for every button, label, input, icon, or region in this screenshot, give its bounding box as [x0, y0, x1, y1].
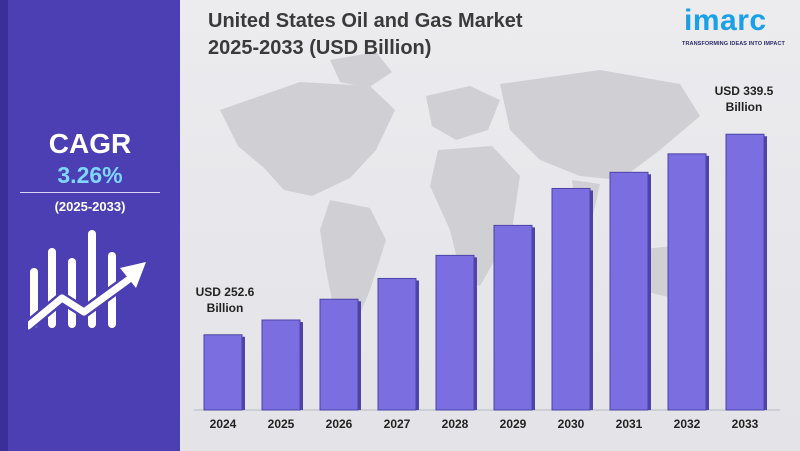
bar-2031 [609, 171, 651, 411]
panel-stripe [0, 0, 8, 451]
bar-2025 [261, 319, 303, 411]
growth-chart-icon [28, 230, 146, 332]
x-tick-label: 2033 [732, 417, 759, 431]
bar-2032 [667, 153, 709, 411]
bar-rect [493, 224, 533, 411]
bar-rect [319, 298, 359, 411]
imarc-logo: imarc TRANSFORMING IDEAS INTO IMPACT [660, 2, 800, 52]
title-line-1: United States Oil and Gas Market [208, 10, 523, 32]
cagr-value: 3.26% [57, 162, 123, 188]
x-tick-label: 2026 [326, 417, 353, 431]
end-value-line-1: USD 339.5 [714, 84, 774, 98]
bar-chart: 2024 2025 2026 2027 2028 2029 2030 2031 2032 2033 [194, 133, 780, 431]
bar-2030 [551, 187, 593, 411]
x-tick-label: 2029 [500, 417, 527, 431]
cagr-label: CAGR [48, 128, 132, 159]
chart-title: United States Oil and Gas Market 2025-20… [208, 8, 628, 62]
bar-2026 [319, 298, 361, 411]
logo-wordmark: imarc [684, 4, 767, 37]
start-value-line-1: USD 252.6 [195, 285, 255, 299]
x-tick-label: 2031 [616, 417, 643, 431]
start-value-annotation: USD 252.6 Billion [180, 284, 270, 316]
bar-2024 [203, 334, 245, 411]
start-value-line-2: Billion [206, 301, 244, 315]
x-tick-label: 2028 [442, 417, 469, 431]
bar-rect [377, 277, 417, 411]
end-value-line-2: Billion [725, 100, 763, 114]
cagr-panel: CAGR 3.26% (2025-2033) [0, 0, 180, 451]
x-tick-label: 2024 [210, 417, 237, 431]
x-tick-label: 2025 [268, 417, 295, 431]
cagr-divider [20, 192, 160, 193]
bar-rect [725, 133, 765, 411]
bar-2027 [377, 277, 419, 411]
bar-rect [435, 254, 475, 411]
cagr-period: (2025-2033) [54, 199, 126, 214]
bar-2028 [435, 254, 477, 411]
bar-rect [609, 171, 649, 411]
logo-tagline: TRANSFORMING IDEAS INTO IMPACT [682, 41, 786, 47]
title-line-2: 2025-2033 (USD Billion) [208, 37, 432, 59]
end-value-annotation: USD 339.5 Billion [694, 83, 794, 115]
bar-rect [667, 153, 707, 411]
bar-rect [551, 187, 591, 411]
bar-2033 [725, 133, 767, 411]
bar-rect [261, 319, 301, 411]
x-tick-label: 2032 [674, 417, 701, 431]
bar-rect [203, 334, 243, 411]
x-tick-label: 2030 [558, 417, 585, 431]
bar-2029 [493, 224, 535, 411]
x-tick-label: 2027 [384, 417, 411, 431]
